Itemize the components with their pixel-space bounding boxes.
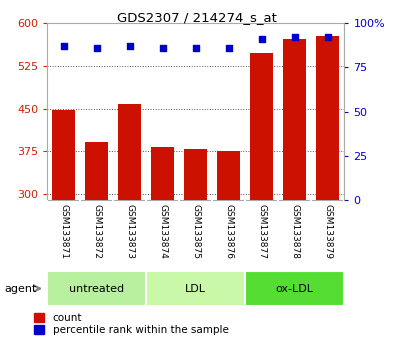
Text: GSM133876: GSM133876 [224, 204, 233, 258]
Text: GSM133873: GSM133873 [125, 204, 134, 258]
Bar [249, 53, 273, 200]
Text: GSM133872: GSM133872 [92, 204, 101, 258]
Bar [85, 142, 108, 200]
Bar [146, 271, 245, 306]
Text: LDL: LDL [185, 284, 206, 293]
Text: GSM133879: GSM133879 [323, 204, 332, 258]
Bar [245, 271, 344, 306]
Point [159, 45, 166, 51]
Bar [316, 35, 339, 200]
Point [60, 43, 67, 49]
Text: GSM133878: GSM133878 [290, 204, 299, 258]
Text: GSM133874: GSM133874 [158, 204, 167, 258]
Point [324, 34, 330, 40]
Text: agent: agent [4, 284, 36, 293]
Point [93, 45, 100, 51]
Point [258, 36, 265, 42]
Point [225, 45, 231, 51]
Point [291, 34, 297, 40]
Legend: count, percentile rank within the sample: count, percentile rank within the sample [34, 313, 228, 335]
Text: GSM133875: GSM133875 [191, 204, 200, 258]
Bar [47, 271, 146, 306]
Bar [217, 152, 240, 200]
Point [192, 45, 199, 51]
Bar [283, 39, 306, 200]
Text: GSM133871: GSM133871 [59, 204, 68, 258]
Bar [118, 104, 141, 200]
Text: ox-LDL: ox-LDL [275, 284, 313, 293]
Text: untreated: untreated [69, 284, 124, 293]
Bar [151, 147, 174, 200]
Text: GSM133877: GSM133877 [257, 204, 266, 258]
Text: GDS2307 / 214274_s_at: GDS2307 / 214274_s_at [117, 11, 276, 24]
Point [126, 43, 133, 49]
Bar [52, 110, 75, 200]
Bar [184, 149, 207, 200]
